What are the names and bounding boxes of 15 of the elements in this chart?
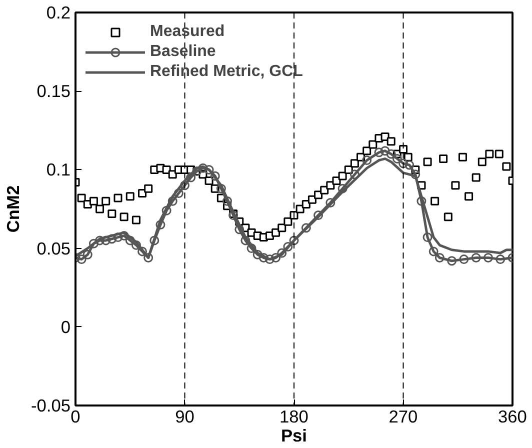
- y-axis-title: CnM2: [3, 185, 24, 233]
- y-tick-label: 0.1: [46, 160, 71, 180]
- y-tick-label: 0: [60, 316, 71, 337]
- y-tick-label: 0.15: [36, 81, 71, 102]
- y-tick-label: 0.2: [46, 2, 71, 22]
- legend-label: Measured: [150, 23, 225, 41]
- x-axis-title: Psi: [280, 426, 308, 446]
- y-tick-label: -0.05: [31, 396, 71, 416]
- x-tick-label: 360: [498, 406, 527, 426]
- legend-label: Refined Metric, GCL: [150, 63, 303, 81]
- x-tick-label: 270: [388, 406, 418, 426]
- x-tick-label: 180: [280, 406, 308, 426]
- x-tick-label: 90: [175, 406, 194, 426]
- y-tick-label: 0.05: [36, 238, 71, 258]
- legend-label: Baseline: [150, 43, 216, 61]
